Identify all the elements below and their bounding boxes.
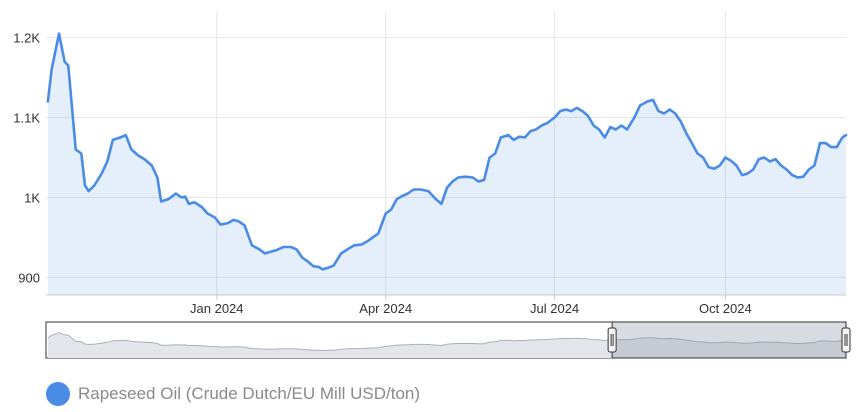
plot-background	[46, 12, 846, 295]
legend-marker	[46, 382, 70, 406]
navigator-handle-right[interactable]	[841, 327, 851, 353]
series-area	[47, 33, 846, 295]
handle-grip	[607, 327, 617, 353]
navigator-series-area	[47, 332, 846, 358]
legend[interactable]: Rapeseed Oil (Crude Dutch/EU Mill USD/to…	[46, 382, 420, 406]
handle-grip	[841, 327, 851, 353]
navigator-handle-left[interactable]	[607, 327, 617, 353]
navigator[interactable]	[45, 321, 851, 359]
y-tick-label: 1K	[24, 190, 40, 205]
navigator-series-line	[47, 332, 847, 351]
line-layer	[46, 32, 848, 271]
series-line	[46, 32, 848, 271]
navigator-selection	[611, 321, 847, 359]
x-tick-label: Apr 2024	[359, 301, 412, 316]
x-tick-label: Jul 2024	[530, 301, 579, 316]
y-tick-label: 1.1K	[13, 111, 40, 126]
y-tick-label: 900	[18, 270, 40, 285]
x-tick-label: Oct 2024	[699, 301, 752, 316]
y-tick-label: 1.2K	[13, 31, 40, 46]
legend-label: Rapeseed Oil (Crude Dutch/EU Mill USD/to…	[78, 384, 421, 403]
y-axis: 900 1K 1.1K 1.2K	[13, 31, 40, 286]
area-layer	[47, 33, 846, 295]
x-tick-label: Jan 2024	[190, 301, 244, 316]
x-axis: Jan 2024 Apr 2024 Jul 2024 Oct 2024	[190, 295, 752, 316]
